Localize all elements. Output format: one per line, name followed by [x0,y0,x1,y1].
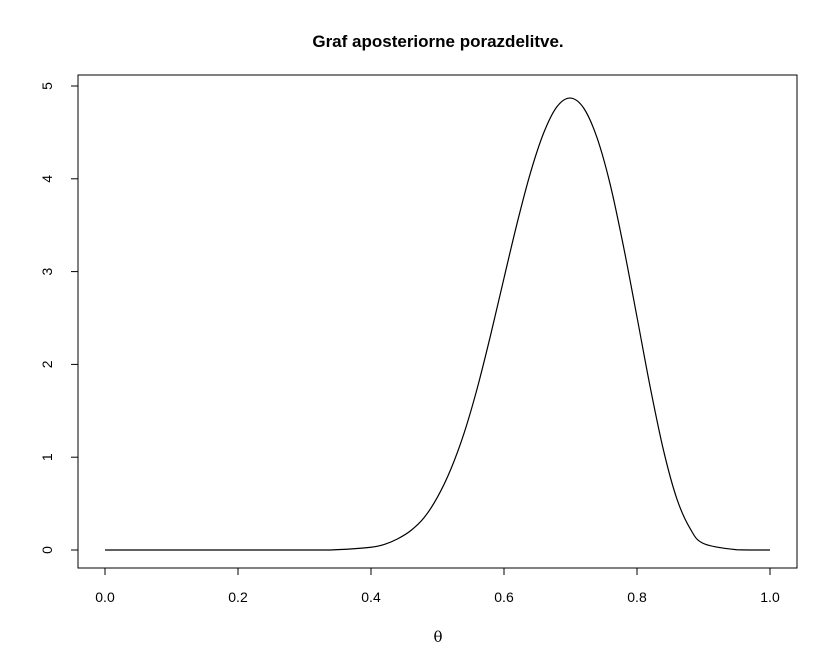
y-tick-label: 1 [39,453,55,461]
x-axis-label: θ [433,628,442,646]
x-tick-label: 0.6 [494,589,514,605]
y-tick-label: 0 [39,546,55,554]
x-tick-label: 0.8 [627,589,647,605]
x-axis: 0.0 0.2 0.4 0.6 0.8 1.0 [95,567,780,605]
x-tick-label: 0.4 [361,589,381,605]
y-tick-label: 2 [39,360,55,368]
chart-title: Graf aposteriorne porazdelitve. [312,32,563,51]
y-tick-label: 5 [39,82,55,90]
x-tick-label: 1.0 [760,589,780,605]
density-line [104,97,771,551]
y-tick-label: 4 [39,175,55,183]
y-axis: 0 1 2 3 4 5 [39,82,79,554]
y-tick-label: 3 [39,267,55,275]
plot-frame [77,74,798,569]
x-tick-label: 0.0 [95,589,115,605]
x-tick-label: 0.2 [228,589,248,605]
